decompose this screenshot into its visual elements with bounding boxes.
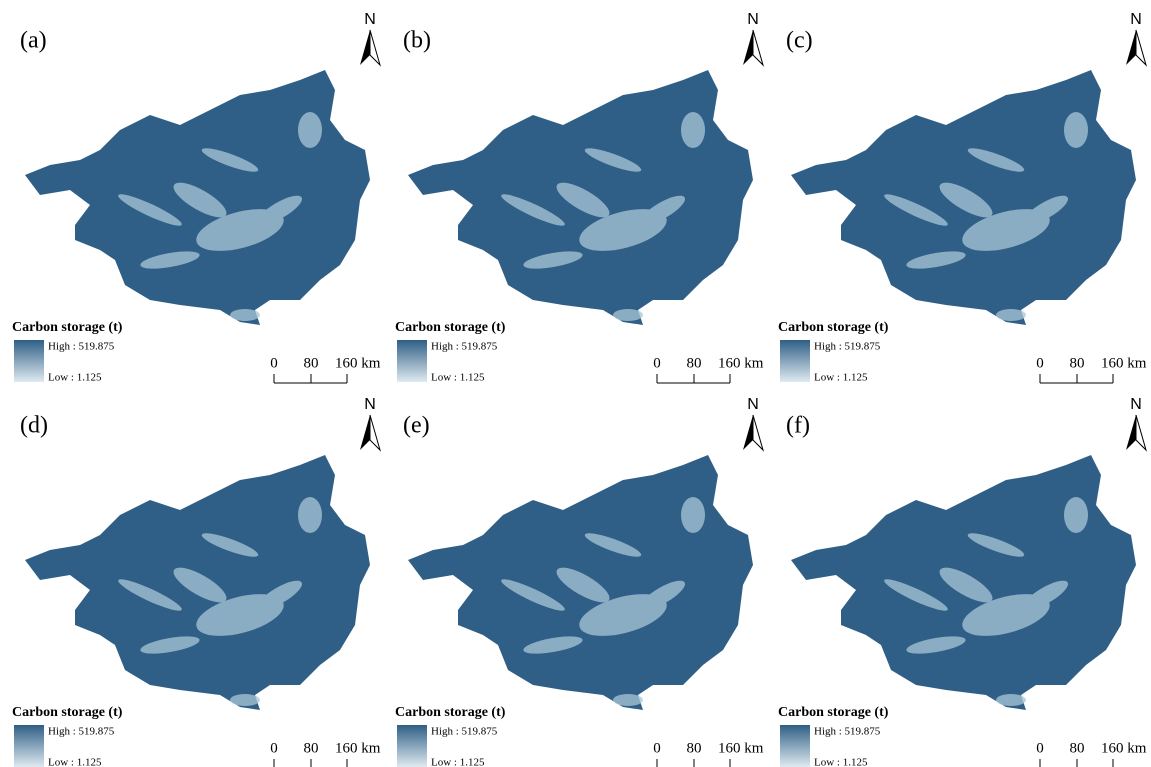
north-label: N — [1130, 11, 1142, 28]
scale-label: 160 km — [335, 355, 381, 371]
legend-low: Low : 1.125 — [431, 757, 485, 767]
panel-label: (b) — [403, 28, 431, 54]
scale-label: 160 km — [335, 740, 381, 756]
scale-label: 0 — [270, 740, 278, 756]
scale-label: 0 — [653, 355, 661, 371]
scale-label: 0 — [270, 355, 278, 371]
scale-label: 80 — [687, 355, 702, 371]
legend-title: Carbon storage (t) — [12, 705, 123, 720]
north-label: N — [747, 11, 759, 28]
legend-high: High : 519.875 — [48, 726, 115, 738]
region-map — [25, 70, 370, 325]
north-arrow — [1126, 415, 1136, 450]
map-panel: (e) N Carbon storage (t) High : 519.875 Low … — [395, 396, 764, 767]
panel-label: (d) — [20, 413, 48, 439]
north-label: N — [1130, 396, 1142, 413]
scale-label: 80 — [1070, 740, 1085, 756]
legend-ramp — [14, 725, 44, 767]
north-arrow — [743, 30, 753, 65]
scale-label: 160 km — [1101, 355, 1147, 371]
north-arrow — [1126, 30, 1136, 65]
legend-title: Carbon storage (t) — [395, 320, 506, 335]
legend-low: Low : 1.125 — [814, 372, 868, 384]
legend-title: Carbon storage (t) — [778, 705, 889, 720]
legend-high: High : 519.875 — [814, 726, 881, 738]
legend-low: Low : 1.125 — [431, 372, 485, 384]
north-arrow — [753, 415, 763, 450]
scale-label: 0 — [1036, 355, 1044, 371]
legend-low: Low : 1.125 — [48, 372, 102, 384]
map-panel: (c) N Carbon storage (t) High : 519.875 Low … — [778, 11, 1147, 383]
region-map — [408, 70, 753, 325]
map-panel: (a) N Carbon storage (t) High : 519.875 Low … — [12, 11, 381, 383]
map-panel: (d) N Carbon storage (t) High : 519.875 Low … — [12, 396, 381, 767]
scale-label: 160 km — [718, 740, 764, 756]
legend-high: High : 519.875 — [48, 341, 115, 353]
panel-label: (a) — [20, 28, 47, 54]
legend-low: Low : 1.125 — [48, 757, 102, 767]
figure: (a) N Carbon storage (t) High : 519.875 Low … — [0, 0, 1151, 767]
legend-high: High : 519.875 — [431, 341, 498, 353]
panel-label: (e) — [403, 413, 430, 439]
scale-label: 160 km — [718, 355, 764, 371]
north-arrow — [370, 415, 380, 450]
scale-label: 80 — [1070, 355, 1085, 371]
north-arrow — [753, 30, 763, 65]
north-arrow — [1136, 30, 1146, 65]
map-panel: (b) N Carbon storage (t) High : 519.875 Low … — [395, 11, 764, 383]
panel-label: (f) — [786, 413, 810, 439]
legend-ramp — [397, 725, 427, 767]
north-arrow — [743, 415, 753, 450]
scale-label: 80 — [687, 740, 702, 756]
north-arrow — [360, 30, 370, 65]
scale-label: 80 — [304, 740, 319, 756]
scale-label: 0 — [653, 740, 661, 756]
legend-ramp — [397, 340, 427, 382]
north-label: N — [747, 396, 759, 413]
legend-ramp — [780, 725, 810, 767]
scale-label: 80 — [304, 355, 319, 371]
legend-title: Carbon storage (t) — [12, 320, 123, 335]
map-panel: (f) N Carbon storage (t) High : 519.875 Low … — [778, 396, 1147, 767]
legend-ramp — [780, 340, 810, 382]
legend-ramp — [14, 340, 44, 382]
north-arrow — [360, 415, 370, 450]
legend-high: High : 519.875 — [431, 726, 498, 738]
north-arrow — [1136, 415, 1146, 450]
north-label: N — [364, 396, 376, 413]
region-map — [791, 70, 1136, 325]
scale-label: 160 km — [1101, 740, 1147, 756]
legend-high: High : 519.875 — [814, 341, 881, 353]
legend-low: Low : 1.125 — [814, 757, 868, 767]
region-map — [408, 455, 753, 710]
region-map — [25, 455, 370, 710]
legend-title: Carbon storage (t) — [778, 320, 889, 335]
region-map — [791, 455, 1136, 710]
legend-title: Carbon storage (t) — [395, 705, 506, 720]
north-label: N — [364, 11, 376, 28]
scale-label: 0 — [1036, 740, 1044, 756]
north-arrow — [370, 30, 380, 65]
panel-label: (c) — [786, 28, 813, 54]
